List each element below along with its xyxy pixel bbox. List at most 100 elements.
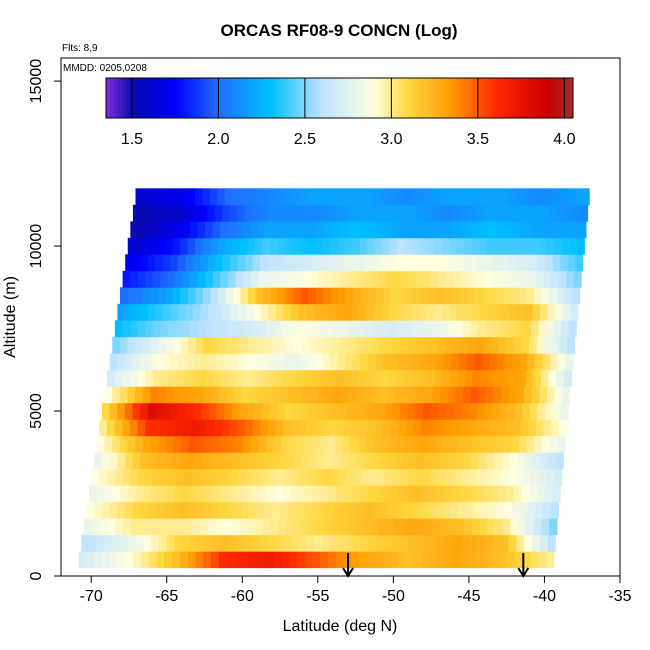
heatmap-cell: [170, 204, 179, 222]
heatmap-cell: [309, 221, 318, 239]
heatmap-cell: [206, 419, 215, 437]
heatmap-cell: [91, 518, 100, 536]
heatmap-cell: [251, 369, 260, 387]
heatmap-cell: [403, 369, 413, 387]
heatmap-cell: [217, 287, 227, 305]
heatmap-cell: [258, 320, 267, 338]
heatmap-cell: [254, 237, 264, 255]
heatmap-cell: [398, 419, 407, 437]
heatmap-cell: [225, 287, 234, 305]
heatmap-cell: [353, 468, 362, 486]
heatmap-cell: [192, 254, 201, 272]
colorbar-swatch: [397, 78, 403, 118]
heatmap-cell: [484, 468, 493, 486]
colorbar-swatch: [296, 78, 302, 118]
heatmap-cell: [574, 188, 583, 206]
heatmap-cell: [509, 237, 518, 255]
heatmap-cell: [380, 188, 389, 206]
colorbar-swatch: [218, 78, 224, 118]
heatmap-cell: [150, 386, 159, 404]
heatmap-cell: [167, 270, 176, 288]
heatmap-cell: [354, 221, 363, 239]
heatmap-cell: [165, 237, 174, 255]
heatmap-cell: [261, 468, 270, 486]
heatmap-cell: [541, 287, 550, 305]
heatmap-cell: [519, 287, 528, 305]
heatmap-cell: [372, 320, 381, 338]
heatmap-cell: [162, 254, 171, 272]
heatmap-cell: [89, 534, 98, 552]
heatmap-cell: [160, 270, 169, 288]
heatmap-cell: [350, 369, 359, 387]
heatmap-cell: [334, 204, 343, 222]
colorbar-swatch: [417, 78, 422, 118]
heatmap-cell: [296, 320, 305, 338]
heatmap-cell: [155, 353, 164, 371]
heatmap-cell: [243, 485, 252, 503]
heatmap-cell: [192, 518, 201, 536]
heatmap-cell: [511, 287, 520, 305]
heatmap-cell: [397, 485, 407, 503]
heatmap-cell: [147, 254, 156, 272]
heatmap-cell: [306, 419, 315, 437]
heatmap-cell: [169, 518, 178, 536]
heatmap-cell: [228, 534, 238, 552]
heatmap-cell: [213, 534, 222, 552]
heatmap-cell: [450, 501, 459, 519]
heatmap-cell: [147, 402, 157, 420]
heatmap-cell: [451, 287, 460, 305]
heatmap-cell: [421, 353, 430, 371]
heatmap-cell: [94, 551, 103, 569]
heatmap-cell: [376, 221, 385, 239]
heatmap-cell: [563, 221, 572, 239]
heatmap-cell: [475, 204, 484, 222]
heatmap-cell: [302, 221, 311, 239]
heatmap-cell: [320, 254, 329, 272]
heatmap-cell: [256, 336, 265, 354]
heatmap-cell: [287, 386, 296, 404]
heatmap-cell: [101, 452, 111, 470]
heatmap-cell: [445, 402, 455, 420]
heatmap-cell: [374, 237, 383, 255]
heatmap-cell: [284, 468, 293, 486]
heatmap-cell: [434, 369, 443, 387]
colorbar-swatch: [323, 78, 329, 118]
heatmap-cell: [269, 518, 279, 536]
heatmap-cell: [243, 320, 252, 338]
heatmap-cell: [279, 501, 289, 519]
x-tick-label: -40: [533, 588, 556, 605]
heatmap-cell: [548, 221, 557, 239]
heatmap-cell: [119, 485, 129, 503]
heatmap-cell: [331, 221, 341, 239]
heatmap-cell: [198, 419, 208, 437]
heatmap-cell: [472, 303, 481, 321]
x-axis-label: Latitude (deg N): [283, 618, 398, 635]
heatmap-cell: [508, 534, 517, 552]
heatmap-cell: [356, 204, 365, 222]
heatmap-cell: [257, 386, 266, 404]
heatmap-cell: [353, 287, 362, 305]
heatmap-cell: [556, 369, 565, 387]
heatmap-cell: [160, 221, 169, 239]
heatmap-cell: [549, 287, 558, 305]
heatmap-cell: [99, 419, 108, 437]
heatmap-cell: [397, 551, 407, 569]
heatmap-cell: [297, 485, 306, 503]
heatmap-cell: [409, 320, 418, 338]
heatmap-cell: [296, 551, 306, 569]
heatmap-cell: [535, 353, 544, 371]
heatmap-cell: [392, 336, 401, 354]
colorbar-swatch: [253, 78, 259, 118]
heatmap-cell: [536, 336, 545, 354]
colorbar-swatch: [432, 78, 438, 118]
heatmap-cell: [466, 353, 475, 371]
heatmap-cell: [373, 369, 382, 387]
heatmap-cell: [180, 188, 189, 206]
heatmap-cell: [104, 485, 113, 503]
heatmap-cell: [226, 386, 235, 404]
x-tick-label: -60: [231, 588, 254, 605]
colorbar-swatch: [106, 78, 111, 118]
heatmap-cell: [378, 452, 388, 470]
colorbar-swatch: [300, 78, 305, 118]
heatmap-cell: [275, 254, 284, 272]
